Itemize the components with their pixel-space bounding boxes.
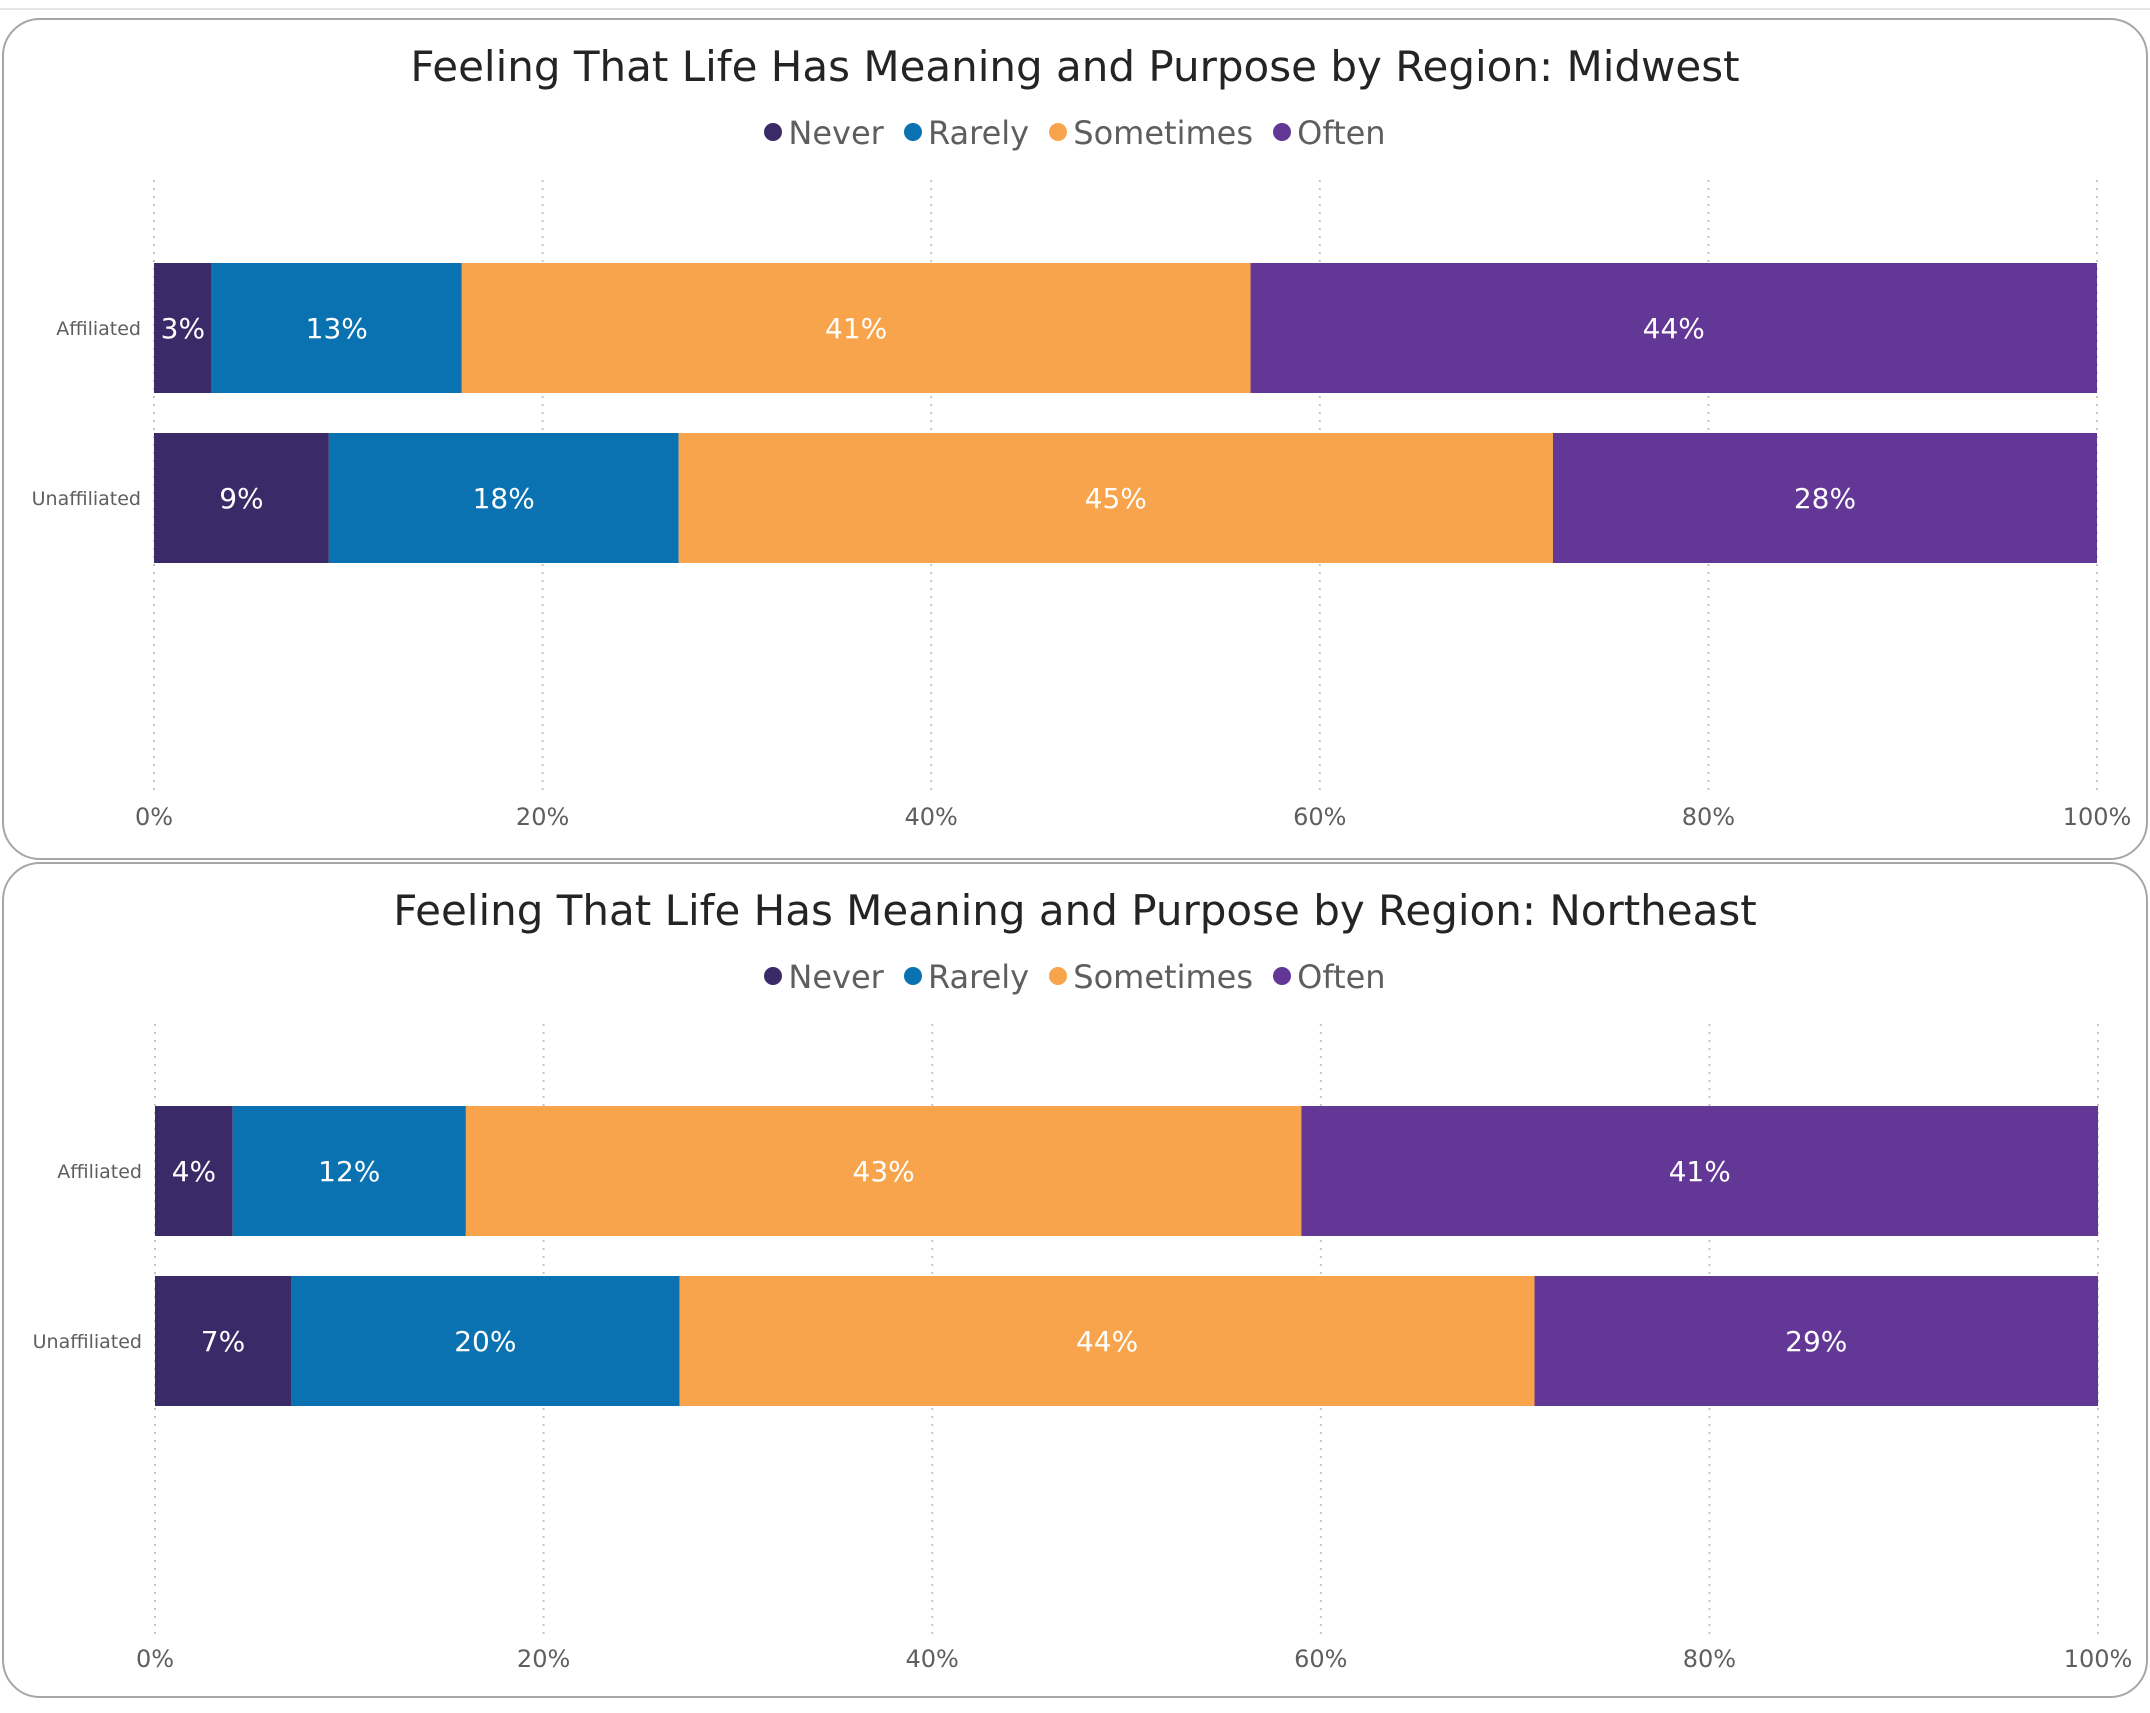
bar-segment-rarely xyxy=(291,1276,680,1406)
legend-item-often[interactable]: Often xyxy=(1273,114,1386,152)
legend-dot-often xyxy=(1273,123,1292,141)
data-label: 7% xyxy=(201,1325,245,1358)
y-category-label: Affiliated xyxy=(56,318,141,340)
legend-label: Often xyxy=(1297,114,1386,152)
y-category-label: Affiliated xyxy=(57,1161,142,1183)
chart-card-midwest: Feeling That Life Has Meaning and Purpos… xyxy=(2,18,2148,860)
bar-segment-never xyxy=(155,1276,292,1406)
bar-segment-sometimes xyxy=(679,1276,1535,1406)
bar-segment-often xyxy=(1552,433,2097,563)
legend-item-never[interactable]: Never xyxy=(764,114,884,152)
legend-dot-rarely xyxy=(904,967,922,985)
data-label: 44% xyxy=(1076,1325,1138,1358)
x-tick-label: 60% xyxy=(1294,1645,1347,1673)
legend-item-rarely[interactable]: Rarely xyxy=(904,958,1029,996)
bar-segment-sometimes xyxy=(678,433,1553,563)
data-label: 44% xyxy=(1643,312,1705,345)
data-label: 45% xyxy=(1085,482,1147,515)
legend-dot-sometimes xyxy=(1049,123,1068,141)
legend-label: Never xyxy=(788,958,884,996)
data-label: 18% xyxy=(473,482,535,515)
stacked-bar-plot: 0% 20% 40% 60% 80% 100% Affiliated 3% 13% 41% 44% U… xyxy=(32,180,2132,831)
bar-segment-never xyxy=(154,433,329,563)
legend-item-never[interactable]: Never xyxy=(764,958,884,996)
x-tick-label: 0% xyxy=(136,1645,174,1673)
legend-dot-never xyxy=(764,967,783,985)
legend-label: Rarely xyxy=(928,114,1030,152)
legend-item-rarely[interactable]: Rarely xyxy=(904,114,1029,152)
legend-dot-sometimes xyxy=(1049,967,1068,985)
x-tick-label: 0% xyxy=(135,803,173,831)
data-label: 3% xyxy=(161,312,205,345)
data-label: 9% xyxy=(219,482,263,515)
legend-item-sometimes[interactable]: Sometimes xyxy=(1049,958,1253,996)
chart-legend: Never Rarely Sometimes Often xyxy=(4,958,2146,996)
x-tick-label: 100% xyxy=(2064,1645,2133,1673)
x-tick-label: 80% xyxy=(1683,1645,1736,1673)
bar-segment-rarely xyxy=(328,433,679,563)
data-label: 4% xyxy=(172,1155,216,1188)
x-tick-label: 40% xyxy=(905,803,958,831)
data-label: 12% xyxy=(318,1155,380,1188)
x-tick-label: 60% xyxy=(1293,803,1346,831)
bar-segment-rarely xyxy=(232,1106,466,1236)
stacked-bar-plot: 0% 20% 40% 60% 80% 100% Affiliated 4% 12% 43% 41% U… xyxy=(33,1024,2133,1673)
x-tick-label: 20% xyxy=(516,803,569,831)
top-divider xyxy=(0,8,2150,10)
x-tick-label: 40% xyxy=(906,1645,959,1673)
bar-segment-rarely xyxy=(211,263,462,393)
bar-segment-often xyxy=(1250,263,2097,393)
data-label: 41% xyxy=(1669,1155,1731,1188)
legend-label: Never xyxy=(788,114,884,152)
chart-title: Feeling That Life Has Meaning and Purpos… xyxy=(410,42,1740,91)
legend-label: Often xyxy=(1297,958,1386,996)
x-tick-label: 20% xyxy=(517,1645,570,1673)
chart-card-northeast: Feeling That Life Has Meaning and Purpos… xyxy=(2,862,2148,1698)
data-label: 13% xyxy=(306,312,368,345)
legend-item-sometimes[interactable]: Sometimes xyxy=(1049,114,1253,152)
data-label: 29% xyxy=(1785,1325,1847,1358)
bar-segment-sometimes xyxy=(461,263,1251,393)
legend-dot-rarely xyxy=(904,123,922,141)
bar-segment-never xyxy=(155,1106,233,1236)
y-category-label: Unaffiliated xyxy=(32,488,141,510)
chart-title: Feeling That Life Has Meaning and Purpos… xyxy=(393,886,1757,935)
legend-label: Sometimes xyxy=(1073,958,1253,996)
legend-label: Rarely xyxy=(928,958,1030,996)
data-label: 43% xyxy=(853,1155,915,1188)
bar-segment-often xyxy=(1534,1276,2098,1406)
data-label: 41% xyxy=(825,312,887,345)
bar-segment-often xyxy=(1301,1106,2098,1236)
legend-label: Sometimes xyxy=(1073,114,1253,152)
legend-dot-often xyxy=(1273,967,1292,985)
bar-segment-never xyxy=(154,263,212,393)
x-tick-label: 100% xyxy=(2063,803,2132,831)
data-label: 28% xyxy=(1794,482,1856,515)
chart-legend: Never Rarely Sometimes Often xyxy=(4,114,2146,152)
x-tick-label: 80% xyxy=(1682,803,1735,831)
bar-segment-sometimes xyxy=(465,1106,1302,1236)
y-category-label: Unaffiliated xyxy=(33,1331,142,1353)
legend-dot-never xyxy=(764,123,783,141)
legend-item-often[interactable]: Often xyxy=(1273,958,1386,996)
data-label: 20% xyxy=(454,1325,516,1358)
